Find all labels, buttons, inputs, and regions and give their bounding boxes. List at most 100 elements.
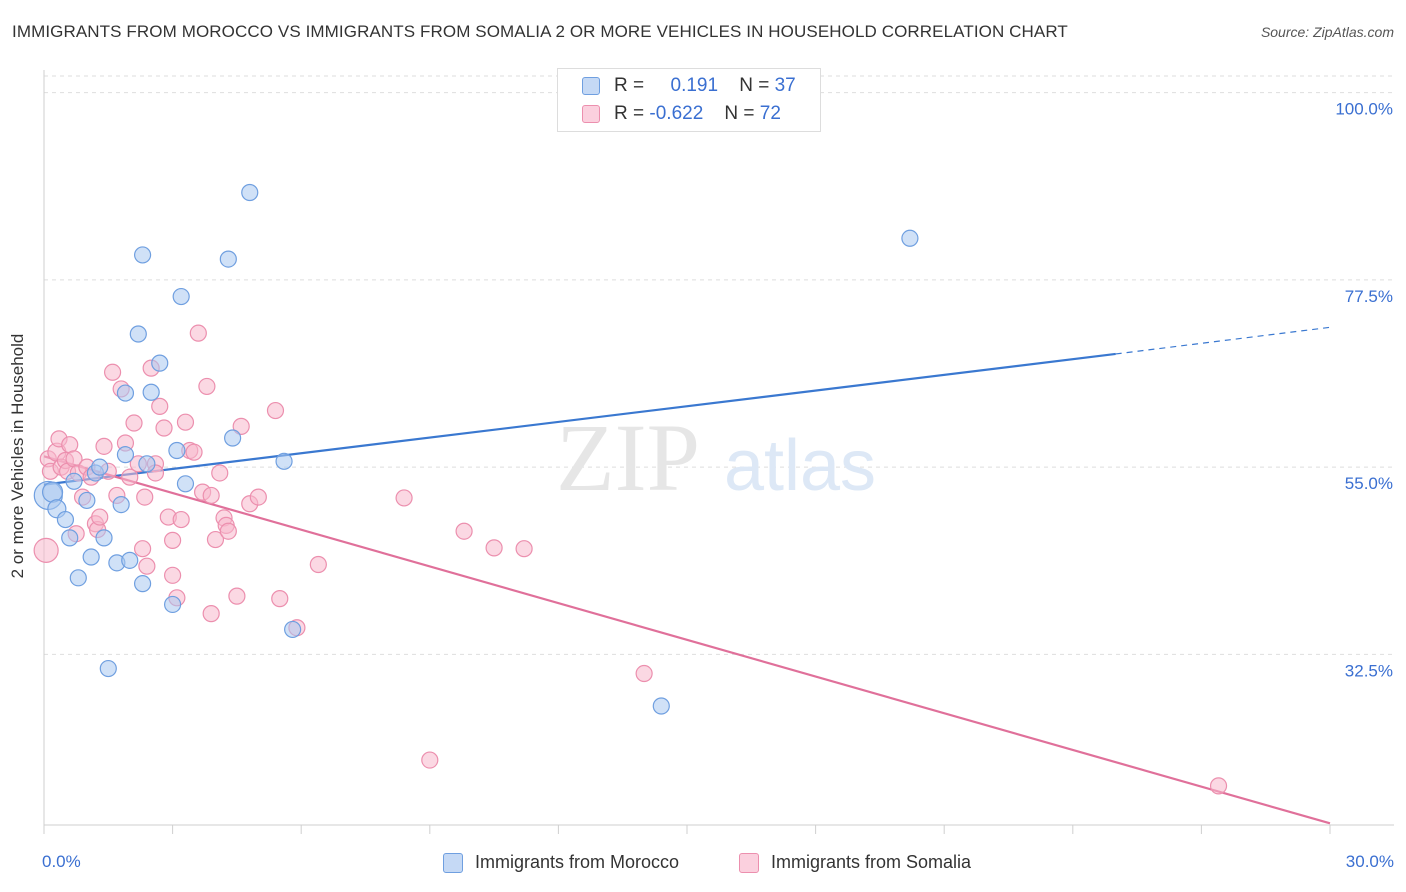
somalia-point-45: [198, 377, 216, 396]
somalia-point-62: [421, 751, 439, 769]
morocco-point-1: [41, 481, 64, 503]
morocco-point-20: [133, 575, 152, 593]
legend-item-somalia[interactable]: Immigrants from Somalia: [739, 852, 971, 873]
somalia-point-57: [266, 401, 285, 420]
somalia-points: [33, 324, 1228, 795]
morocco-trend-line: [43, 352, 1116, 486]
morocco-point-29: [224, 429, 242, 447]
grid-lines: [44, 75, 1394, 655]
morocco-point-11: [95, 529, 113, 547]
morocco-point-30: [241, 183, 259, 202]
somalia-point-27: [133, 540, 152, 558]
morocco-point-12: [99, 659, 117, 678]
morocco-point-27: [168, 441, 186, 460]
somalia-point-40: [176, 413, 195, 431]
somalia-point-56: [249, 488, 267, 506]
somalia-point-47: [202, 605, 220, 623]
chart-title: IMMIGRANTS FROM MOROCCO VS IMMIGRANTS FR…: [12, 22, 1068, 41]
somalia-point-53: [228, 587, 246, 605]
source-credit: Source: ZipAtlas.com: [1260, 24, 1394, 40]
somalia-point-43: [189, 324, 207, 342]
somalia-point-49: [211, 464, 229, 482]
somalia-point-29: [138, 557, 156, 575]
legend-item-morocco[interactable]: Immigrants from Morocco: [443, 852, 679, 873]
morocco-point-23: [151, 354, 169, 372]
legend-somalia-n-label: N =: [724, 103, 755, 124]
morocco-point-3: [56, 510, 75, 529]
y-tick-label-2: 77.5%: [1345, 287, 1393, 306]
somalia-point-48: [206, 530, 225, 549]
somalia-point-39: [172, 510, 190, 529]
somalia-point-37: [164, 566, 182, 584]
legend-morocco-label: Immigrants from Morocco: [475, 852, 680, 872]
legend-row-morocco: R = 0.191 N = 37: [582, 72, 796, 100]
morocco-point-21: [138, 455, 156, 473]
axes: [43, 70, 1394, 834]
morocco-point-7: [78, 491, 96, 510]
somalia-point-34: [155, 419, 173, 437]
y-tick-label-0: 32.5%: [1345, 661, 1393, 680]
legend-somalia-label: Immigrants from Somalia: [771, 852, 972, 872]
morocco-point-19: [133, 246, 152, 264]
morocco-point-26: [176, 475, 195, 493]
morocco-trend-extension: [1115, 326, 1331, 355]
morocco-point-25: [172, 287, 190, 306]
morocco-point-24: [164, 595, 182, 614]
somalia-swatch: [582, 105, 600, 123]
somalia-point-42: [185, 443, 203, 461]
morocco-point-14: [112, 495, 130, 514]
somalia-point-60: [309, 555, 327, 574]
legend-morocco-n-value: 37: [774, 75, 796, 96]
somalia-point-25: [125, 414, 143, 432]
somalia-point-20: [103, 363, 122, 381]
watermark-zip: ZIP: [556, 404, 700, 511]
morocco-point-10: [91, 458, 109, 476]
somalia-point-8: [61, 436, 79, 454]
somalia-point-52: [219, 522, 237, 540]
morocco-point-18: [129, 325, 147, 343]
morocco-point-17: [116, 384, 135, 402]
somalia-point-65: [515, 540, 533, 558]
x-tick-label-max: 30.0%: [1345, 852, 1394, 871]
somalia-legend-swatch: [739, 852, 759, 873]
somalia-point-66: [635, 664, 653, 683]
morocco-legend-swatch: [443, 852, 463, 873]
morocco-point-32: [284, 620, 302, 639]
morocco-point-31: [275, 452, 293, 470]
morocco-point-4: [61, 529, 79, 547]
y-tick-label-3: 100.0%: [1335, 100, 1393, 119]
somalia-point-63: [455, 522, 473, 540]
y-tick-labels: 32.5% 55.0% 77.5% 100.0%: [1335, 100, 1393, 681]
legend-morocco-r-value: 0.191: [670, 75, 719, 96]
somalia-point-64: [485, 539, 503, 557]
morocco-point-8: [82, 548, 100, 566]
somalia-point-17: [91, 508, 109, 526]
legend-somalia-n-value: 72: [759, 103, 781, 124]
somalia-point-46: [202, 486, 220, 505]
morocco-point-28: [219, 250, 237, 268]
somalia-point-67: [1209, 777, 1228, 795]
somalia-trend-line: [43, 455, 1331, 825]
morocco-point-33: [652, 697, 670, 715]
legend-somalia-r-value: -0.622: [649, 103, 704, 124]
somalia-point-58: [271, 590, 289, 608]
somalia-point-18: [95, 437, 113, 455]
morocco-point-6: [69, 569, 87, 587]
somalia-point-61: [395, 489, 413, 507]
somalia-point-24: [121, 468, 139, 486]
trend-lines: [43, 326, 1331, 825]
y-axis-label: 2 or more Vehicles in Household: [8, 333, 27, 579]
legend-somalia-r-label: R =: [614, 103, 645, 124]
somalia-point-36: [164, 531, 182, 549]
watermark: ZIP atlas: [556, 404, 876, 511]
legend-morocco-n-label: N =: [739, 75, 770, 96]
morocco-point-15: [116, 446, 135, 464]
legend-morocco-r-label: R =: [614, 75, 645, 96]
y-tick-label-1: 55.0%: [1345, 474, 1393, 493]
morocco-points: [33, 183, 919, 715]
series-legend: Immigrants from Morocco Immigrants from …: [0, 852, 1406, 878]
somalia-point-54: [232, 417, 250, 435]
morocco-point-22: [142, 383, 160, 401]
morocco-point-34: [901, 229, 919, 247]
morocco-swatch: [582, 77, 600, 95]
